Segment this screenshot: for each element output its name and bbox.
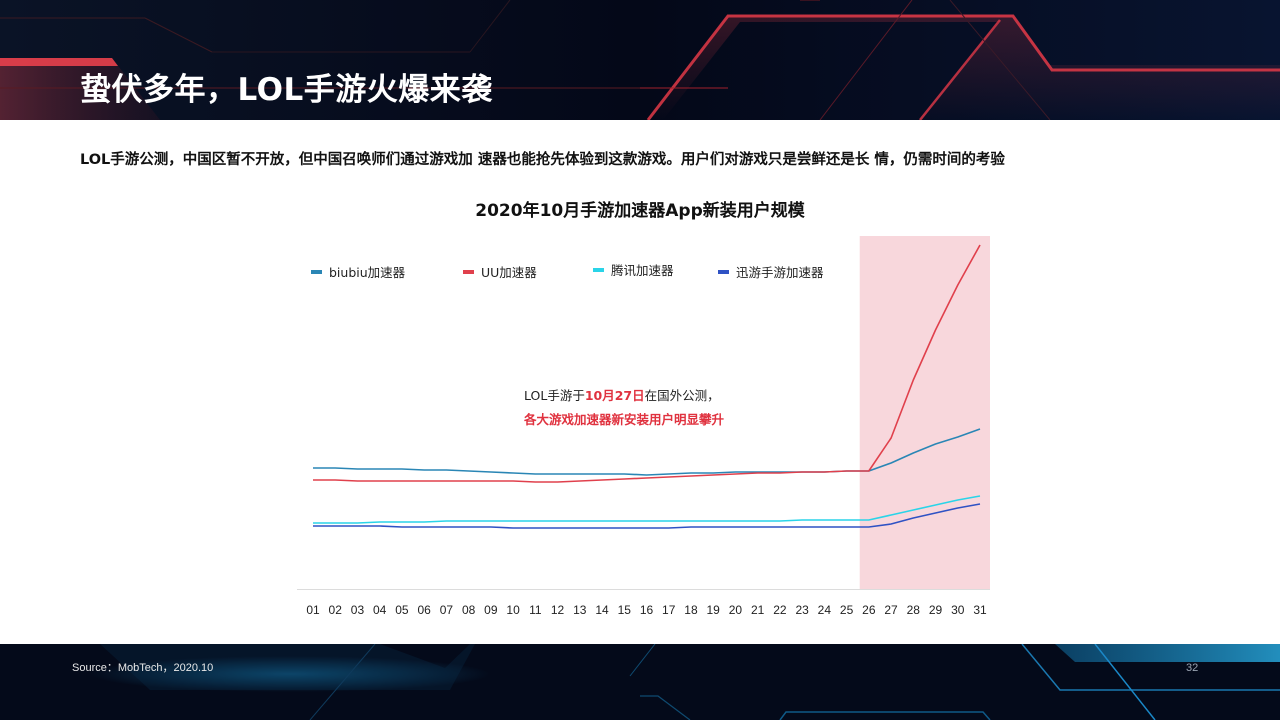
highlight-region [859, 236, 990, 589]
series-line-0 [313, 428, 981, 476]
footer-banner: Source：MobTech，2020.10 32 [0, 644, 1280, 720]
annotation-line-2: 各大游戏加速器新安装用户明显攀升 [524, 412, 725, 427]
x-tick-label: 27 [884, 603, 898, 617]
legend-swatch-icon [593, 267, 604, 272]
x-tick-label: 14 [595, 603, 609, 617]
series-line-3 [313, 503, 981, 529]
x-tick-label: 31 [973, 603, 987, 617]
legend-item-biubiu[interactable]: biubiu加速器 [311, 262, 405, 281]
x-tick-label: 18 [684, 603, 698, 617]
page-subtitle: LOL手游公测，中国区暂不开放，但中国召唤师们通过游戏加 速器也能抢先体验到这款… [80, 152, 1005, 168]
x-tick-label: 24 [817, 603, 832, 617]
legend-label: 迅游手游加速器 [736, 265, 824, 280]
chart-title: 2020年10月手游加速器App新装用户规模 [475, 201, 805, 221]
x-tick-label: 29 [928, 603, 943, 617]
x-tick-label: 05 [395, 603, 409, 617]
x-tick-label: 17 [662, 603, 676, 617]
legend-swatch-icon [463, 269, 474, 274]
legend-item-uu[interactable]: UU加速器 [463, 262, 537, 281]
legend-label: biubiu加速器 [329, 265, 406, 280]
footer-decoration [0, 644, 1280, 720]
x-tick-label: 15 [617, 603, 631, 617]
x-tick-label: 06 [417, 603, 431, 617]
legend-label: UU加速器 [481, 265, 537, 280]
x-tick-label: 23 [795, 603, 809, 617]
annotation-line-1: LOL手游于10月27日在国外公测， [524, 388, 720, 403]
header-banner: 蛰伏多年，LOL手游火爆来袭 [0, 0, 1280, 120]
x-tick-label: 09 [484, 603, 498, 617]
x-tick-label: 25 [839, 603, 854, 617]
legend-label: 腾讯加速器 [611, 263, 674, 278]
x-tick-label: 01 [306, 603, 320, 617]
source-citation: Source：MobTech，2020.10 [72, 662, 214, 674]
x-tick-label: 02 [328, 603, 342, 617]
header-decoration [0, 0, 1280, 120]
x-tick-label: 12 [550, 603, 565, 617]
x-tick-label: 19 [706, 603, 720, 617]
x-axis-ticks: 01 02 03 04 05 06 07 08 09 10 11 12 13 14 15 16 17 18 19 20… [0, 603, 1280, 619]
page-title: 蛰伏多年，LOL手游火爆来袭 [80, 72, 493, 108]
x-tick-label: 20 [728, 603, 743, 617]
x-tick-label: 21 [750, 603, 765, 617]
x-tick-label: 07 [439, 603, 454, 617]
chart-annotation: LOL手游于10月27日在国外公测， 各大游戏加速器新安装用户明显攀升 [524, 384, 724, 432]
legend-item-tencent[interactable]: 腾讯加速器 [593, 260, 674, 279]
legend-item-xunyou[interactable]: 迅游手游加速器 [718, 262, 824, 281]
page-number: 32 [1186, 662, 1199, 674]
series-line-2 [313, 495, 981, 524]
x-tick-label: 08 [461, 603, 476, 617]
x-tick-label: 13 [573, 603, 587, 617]
legend-swatch-icon [718, 269, 729, 274]
x-tick-label: 10 [506, 603, 520, 617]
x-tick-label: 04 [373, 603, 387, 617]
x-tick-label: 22 [773, 603, 787, 617]
chart-legend: biubiu加速器 UU加速器 腾讯加速器 迅游手游加速器 [0, 262, 1280, 282]
x-tick-label: 03 [350, 603, 365, 617]
annotation-date-highlight: 10月27日 [584, 388, 645, 403]
x-tick-label: 11 [529, 603, 542, 617]
x-tick-label: 16 [639, 603, 654, 617]
legend-swatch-icon [311, 269, 322, 274]
x-tick-label: 30 [951, 603, 965, 617]
x-tick-label: 28 [906, 603, 920, 617]
x-tick-label: 26 [862, 603, 876, 617]
